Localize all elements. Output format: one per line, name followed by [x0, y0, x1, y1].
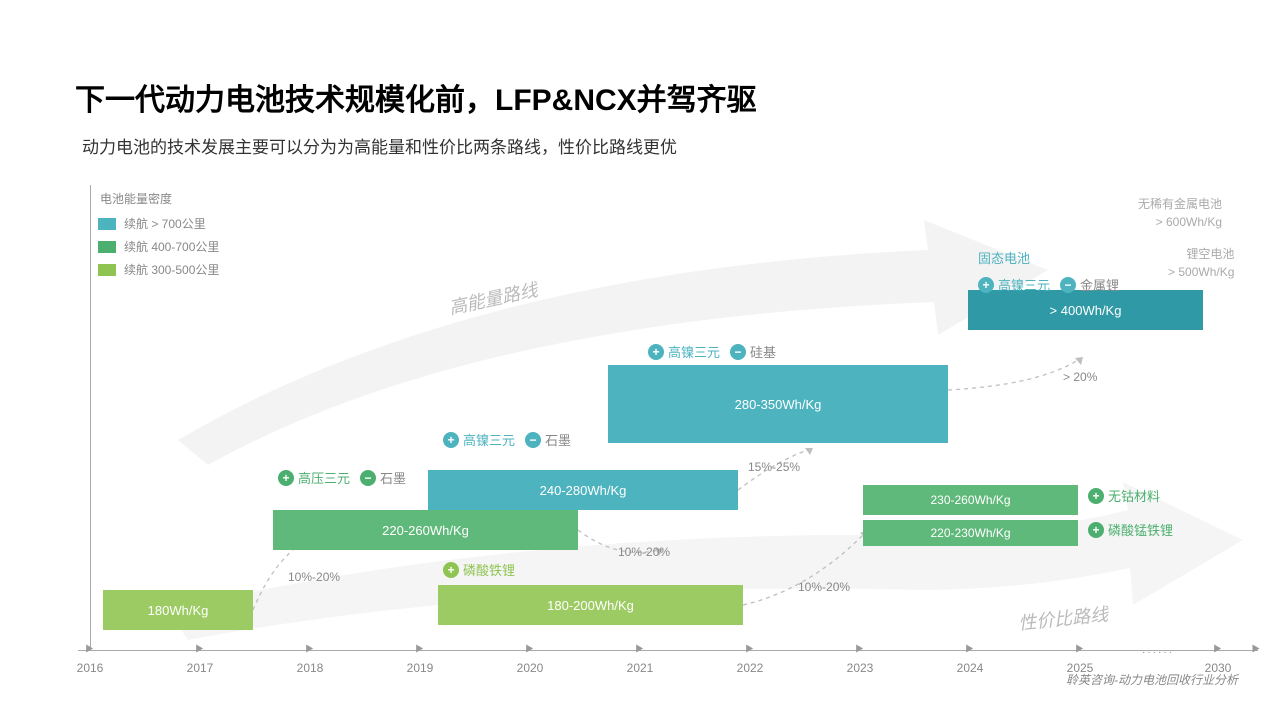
tag-title: 固态电池	[978, 248, 1030, 267]
x-ellipsis: ······	[1142, 647, 1174, 658]
material-tag: +磷酸锰铁锂	[1088, 520, 1179, 539]
material-tag: +高镍三元−石墨	[443, 430, 577, 449]
battery-roadmap-chart: 电池能量密度 高能量路线 性价比路线 续航 > 700公里续航 400-700公…	[78, 190, 1258, 690]
density-bar: 220-230Wh/Kg	[863, 520, 1078, 546]
note-line: > 500Wh/Kg	[1168, 263, 1234, 281]
density-bar: 180-200Wh/Kg	[438, 585, 743, 625]
minus-icon: −	[360, 470, 376, 486]
tag-text: 高压三元	[298, 468, 350, 487]
material-tag: 固态电池 +高镍三元−金属锂	[978, 248, 1125, 294]
legend-label: 续航 300-500公里	[124, 261, 219, 278]
x-tick: 2021	[627, 661, 654, 675]
percent-annotation: 10%-20%	[798, 580, 850, 594]
note-line: > 600Wh/Kg	[1138, 213, 1222, 231]
x-tick: 2023	[847, 661, 874, 675]
plus-icon: +	[978, 277, 994, 293]
density-bar: 180Wh/Kg	[103, 590, 253, 630]
material-tag: +高镍三元−硅基	[648, 342, 782, 361]
minus-icon: −	[525, 432, 541, 448]
material-tag: +高压三元−石墨	[278, 468, 412, 487]
minus-icon: −	[730, 344, 746, 360]
legend-swatch	[98, 241, 116, 253]
future-tech-note: 无稀有金属电池> 600Wh/Kg	[1138, 195, 1222, 231]
tag-text: 磷酸锰铁锂	[1108, 520, 1173, 539]
density-bar: 230-260Wh/Kg	[863, 485, 1078, 515]
tag-text: 石墨	[545, 430, 571, 449]
legend-item: 续航 300-500公里	[98, 261, 219, 278]
tag-text: 高镍三元	[463, 430, 515, 449]
source-credit: 聆英咨询-动力电池回收行业分析	[1066, 671, 1238, 688]
tag-text: 金属锂	[1080, 275, 1119, 294]
density-bar: 220-260Wh/Kg	[273, 510, 578, 550]
legend-item: 续航 > 700公里	[98, 215, 219, 232]
tag-text: 高镍三元	[998, 275, 1050, 294]
minus-icon: −	[1060, 277, 1076, 293]
legend-label: 续航 400-700公里	[124, 238, 219, 255]
tag-text: 硅基	[750, 342, 776, 361]
page-subtitle: 动力电池的技术发展主要可以分为为高能量和性价比两条路线，性价比路线更优	[82, 133, 677, 158]
legend-swatch	[98, 218, 116, 230]
legend-label: 续航 > 700公里	[124, 215, 206, 232]
future-tech-note: 锂空电池> 500Wh/Kg	[1168, 245, 1234, 281]
x-tick: 2018	[297, 661, 324, 675]
x-tick: 2022	[737, 661, 764, 675]
plus-icon: +	[278, 470, 294, 486]
density-bar: > 400Wh/Kg	[968, 290, 1203, 330]
plus-icon: +	[1088, 488, 1104, 504]
legend-item: 续航 400-700公里	[98, 238, 219, 255]
material-tag: +磷酸铁锂	[443, 560, 521, 579]
x-tick: 2017	[187, 661, 214, 675]
page-title: 下一代动力电池技术规模化前，LFP&NCX并驾齐驱	[75, 75, 757, 119]
note-line: 无稀有金属电池	[1138, 195, 1222, 213]
x-tick: 2016	[77, 661, 104, 675]
plus-icon: +	[443, 432, 459, 448]
plus-icon: +	[1088, 522, 1104, 538]
percent-annotation: > 20%	[1063, 370, 1097, 384]
note-line: 锂空电池	[1168, 245, 1234, 263]
legend: 续航 > 700公里续航 400-700公里续航 300-500公里	[98, 215, 219, 284]
density-bar: 240-280Wh/Kg	[428, 470, 738, 510]
x-tick: 2019	[407, 661, 434, 675]
tag-text: 磷酸铁锂	[463, 560, 515, 579]
material-tag: +无钴材料	[1088, 486, 1166, 505]
plus-icon: +	[443, 562, 459, 578]
x-tick: 2024	[957, 661, 984, 675]
percent-annotation: 10%-20%	[288, 570, 340, 584]
x-tick: 2020	[517, 661, 544, 675]
legend-swatch	[98, 264, 116, 276]
tag-text: 无钴材料	[1108, 486, 1160, 505]
tag-text: 高镍三元	[668, 342, 720, 361]
percent-annotation: 10%-20%	[618, 545, 670, 559]
percent-annotation: 15%-25%	[748, 460, 800, 474]
tag-text: 石墨	[380, 468, 406, 487]
plus-icon: +	[648, 344, 664, 360]
density-bar: 280-350Wh/Kg	[608, 365, 948, 443]
